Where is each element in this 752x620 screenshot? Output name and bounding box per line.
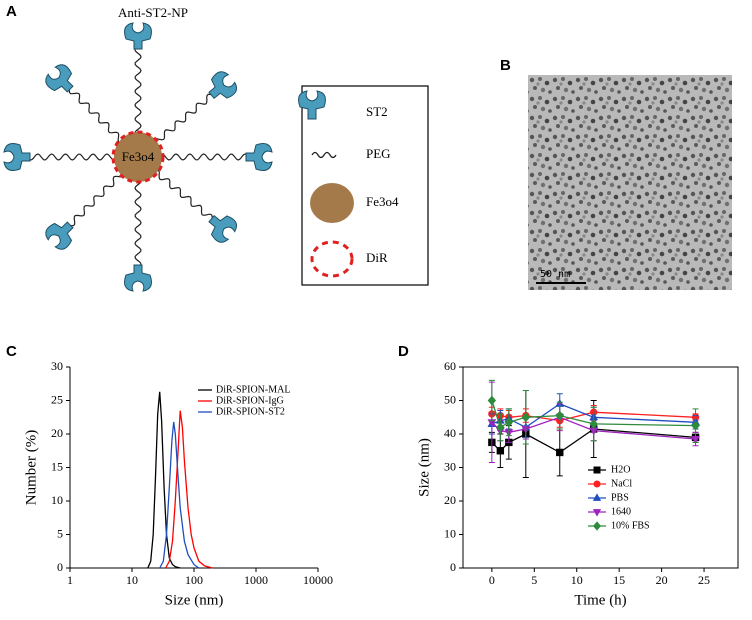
x-axis-label: Size (nm) [165, 592, 224, 608]
x-tick-label: 20 [656, 573, 668, 587]
st2-receptor [45, 221, 74, 250]
marker [496, 447, 505, 455]
peg-chain [153, 93, 217, 142]
y-axis-label: Size (nm) [416, 438, 432, 497]
panel-label: A [6, 3, 17, 20]
st2-shape [208, 214, 238, 243]
marker [487, 395, 497, 406]
marker [521, 412, 530, 423]
st2-receptor [124, 264, 152, 292]
x-tick-label: 5 [531, 573, 537, 587]
panel-label: B [500, 57, 511, 74]
peg-chain [159, 153, 251, 161]
legend-label: DiR-SPION-ST2 [216, 406, 285, 417]
marker [593, 521, 601, 531]
y-tick-label: 0 [450, 560, 456, 574]
x-tick-label: 10 [571, 573, 583, 587]
peg-chain [68, 84, 122, 144]
st2-shape [45, 221, 74, 250]
dir-ring [111, 130, 165, 184]
peg-chain [65, 173, 125, 227]
marker [592, 493, 602, 501]
x-tick-label: 1 [67, 573, 73, 587]
legend-label: H2O [611, 464, 630, 475]
series-line [159, 421, 200, 569]
st2-receptor [245, 143, 273, 171]
y-tick-label: 0 [57, 560, 63, 574]
st2-receptor [3, 143, 31, 171]
marker [593, 466, 601, 474]
marker [593, 480, 601, 488]
legend-icon [298, 90, 326, 120]
core-label: Fe3o4 [122, 149, 155, 164]
legend-label: DiR [366, 250, 388, 265]
peg-chain [25, 153, 117, 161]
panel-label: C [6, 343, 17, 360]
y-tick-label: 30 [51, 359, 63, 373]
peg-chain [134, 44, 142, 136]
legend-label: DiR-SPION-IgG [216, 395, 284, 406]
x-tick-label: 100 [185, 573, 203, 587]
marker [496, 422, 505, 433]
y-tick-label: 15 [51, 459, 63, 473]
st2-receptor [208, 214, 238, 243]
panel-label: D [398, 343, 409, 360]
schematic [3, 22, 273, 292]
y-tick-label: 20 [51, 426, 63, 440]
x-tick-label: 25 [698, 573, 710, 587]
marker [556, 448, 564, 457]
peg-chain [155, 169, 214, 224]
st2-shape [124, 22, 152, 50]
y-tick-label: 5 [57, 526, 63, 540]
peg-chain [134, 178, 142, 270]
legend-label: 10% FBS [611, 520, 650, 531]
y-tick-label: 10 [444, 526, 456, 540]
x-tick-label: 10 [126, 573, 138, 587]
legend-label: PBS [611, 492, 629, 503]
x-tick-label: 10000 [303, 573, 333, 587]
marker [555, 410, 564, 421]
schematic-title: Anti-ST2-NP [118, 5, 188, 20]
y-tick-label: 50 [444, 392, 456, 406]
y-axis-label: Number (%) [23, 430, 39, 505]
st2-shape [124, 264, 152, 292]
marker [504, 417, 514, 428]
legend-label: DiR-SPION-MAL [216, 384, 290, 395]
st2-shape [45, 64, 74, 93]
y-tick-label: 60 [444, 359, 456, 373]
legend-label: ST2 [366, 104, 388, 119]
st2-receptor [45, 64, 74, 93]
scale-label: 50 nm [540, 269, 570, 280]
legend-icon [311, 151, 337, 159]
x-tick-label: 1000 [244, 573, 268, 587]
y-tick-label: 20 [444, 493, 456, 507]
marker [691, 420, 700, 431]
legend-label: 1640 [611, 506, 631, 517]
y-tick-label: 30 [444, 459, 456, 473]
series-line [165, 410, 213, 569]
st2-shape [208, 71, 238, 100]
legend-label: PEG [366, 146, 391, 161]
tem-image [528, 75, 732, 290]
st2-receptor [208, 71, 238, 100]
legend-label: Fe3o4 [366, 194, 399, 209]
marker [592, 509, 602, 517]
st2-shape [3, 143, 31, 171]
y-tick-label: 40 [444, 426, 456, 440]
marker [589, 419, 598, 429]
st2-receptor [124, 22, 152, 50]
core [114, 132, 162, 182]
series-line [147, 391, 181, 569]
x-tick-label: 15 [613, 573, 625, 587]
st2-shape [245, 143, 273, 171]
legend-label: NaCl [611, 478, 632, 489]
legend-icon [310, 240, 354, 278]
legend-icon [310, 183, 354, 223]
y-tick-label: 10 [51, 493, 63, 507]
legend-box [301, 85, 429, 286]
x-tick-label: 0 [489, 573, 495, 587]
y-tick-label: 25 [51, 392, 63, 406]
x-axis-label: Time (h) [574, 592, 626, 608]
